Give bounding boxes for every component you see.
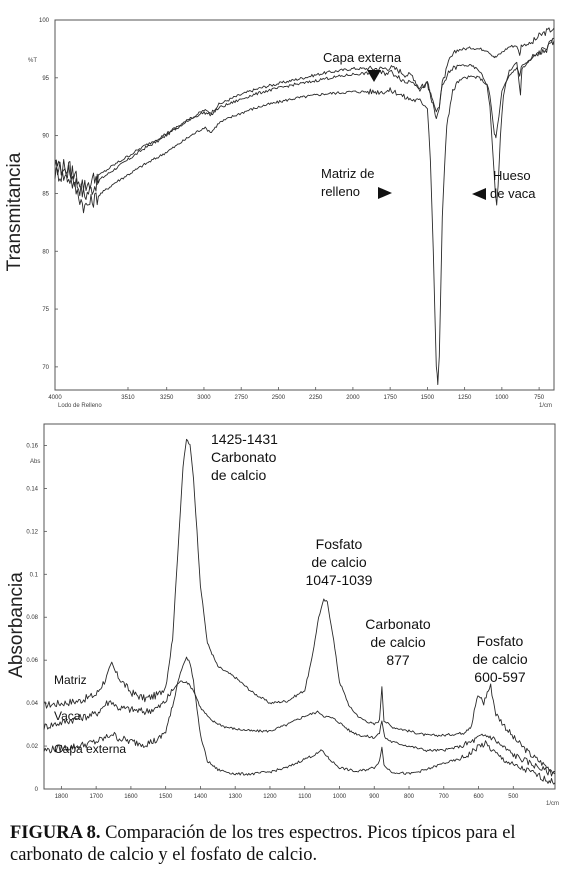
transmittance-plot-frame bbox=[54, 19, 555, 391]
y-tick-label: 100 bbox=[39, 18, 50, 24]
absorbance-y-ticks: 0.16 0.14 0.12 0.1 0.08 0.06 0.04 0.02 0 bbox=[26, 443, 47, 793]
transmittance-y-ticks: 100 95 90 85 80 75 70 bbox=[39, 18, 58, 371]
x-tick-label: 1800 bbox=[55, 794, 69, 800]
x-tick-label: 3000 bbox=[197, 395, 211, 401]
x-tick-label: 1300 bbox=[229, 794, 243, 800]
x-tick-label: 1200 bbox=[263, 794, 277, 800]
peak-fosfato-600-line2: de calcio bbox=[472, 651, 527, 667]
y-tick-label: 0 bbox=[35, 787, 39, 793]
annotation-matriz-relleno-line1: Matriz de bbox=[321, 166, 374, 181]
peak-fosfato-1047-line2: de calcio bbox=[311, 554, 366, 570]
transmittance-y-unit: %T bbox=[28, 58, 37, 64]
y-tick-label: 0.02 bbox=[26, 744, 38, 750]
absorbance-series bbox=[43, 438, 556, 785]
peak-carbonato-877-line1: Carbonato bbox=[365, 616, 431, 632]
x-tick-label: 600 bbox=[474, 794, 485, 800]
x-tick-label: 1000 bbox=[333, 794, 347, 800]
x-tick-label: 2000 bbox=[346, 395, 360, 401]
peak-carbonato-1425-line2: Carbonato bbox=[211, 449, 277, 465]
annotation-hueso-vaca-line2: de vaca bbox=[490, 186, 536, 201]
x-tick-label: 1100 bbox=[298, 794, 312, 800]
annotation-capa-externa: Capa externa bbox=[323, 50, 402, 65]
transmittance-y-axis-label: Transmitancia bbox=[4, 152, 25, 271]
arrow-capa-externa bbox=[367, 70, 381, 82]
y-tick-label: 95 bbox=[42, 76, 49, 82]
x-tick-label: 750 bbox=[534, 395, 545, 401]
absorbance-x-ticks: 1800 1700 1600 1500 1400 1300 1200 1100 1000 900 8… bbox=[55, 786, 519, 800]
transmittance-x-ticks: 4000 3510 3250 3000 2750 2500 2250 2000 1750 1500… bbox=[48, 387, 545, 401]
absorbance-plot-frame bbox=[43, 423, 556, 790]
x-tick-label: 2750 bbox=[235, 395, 249, 401]
x-tick-label: 3510 bbox=[121, 395, 135, 401]
caption-text: Comparación de los tres espectros. Picos… bbox=[10, 823, 516, 865]
transmittance-series bbox=[54, 27, 555, 386]
annotation-matriz-relleno-line2: relleno bbox=[321, 184, 360, 199]
x-tick-label: 3250 bbox=[160, 395, 174, 401]
x-tick-label: 1600 bbox=[124, 794, 138, 800]
y-tick-label: 0.1 bbox=[30, 572, 39, 578]
y-tick-label: 70 bbox=[42, 365, 49, 371]
peak-fosfato-1047-line3: 1047-1039 bbox=[306, 572, 373, 588]
y-tick-label: 80 bbox=[42, 249, 49, 255]
series-label-matriz: Matriz bbox=[54, 673, 87, 687]
series-label-vaca: Vaca bbox=[54, 709, 81, 723]
arrow-hueso-vaca bbox=[472, 188, 486, 200]
x-tick-label: 1750 bbox=[383, 395, 397, 401]
x-tick-label: 1000 bbox=[495, 395, 509, 401]
y-tick-label: 75 bbox=[42, 307, 49, 313]
series-label-capa-externa: Capa externa bbox=[54, 742, 126, 756]
y-tick-label: 0.14 bbox=[26, 486, 38, 492]
series-line-matriz-de-relleno bbox=[54, 39, 555, 386]
x-tick-label: 1250 bbox=[458, 395, 472, 401]
peak-carbonato-1425-line1: 1425-1431 bbox=[211, 431, 278, 447]
series-line-hueso-de-vaca bbox=[54, 37, 555, 206]
series-line-vaca bbox=[43, 680, 556, 777]
y-tick-label: 90 bbox=[42, 134, 49, 140]
series-line-capa-externa bbox=[55, 27, 555, 200]
x-tick-label: 900 bbox=[369, 794, 380, 800]
x-tick-label: 700 bbox=[439, 794, 450, 800]
peak-fosfato-1047-line1: Fosfato bbox=[316, 536, 363, 552]
y-tick-label: 0.08 bbox=[26, 615, 38, 621]
x-tick-label: 500 bbox=[508, 794, 519, 800]
y-tick-label: 0.12 bbox=[26, 529, 38, 535]
x-tick-label: 1700 bbox=[89, 794, 103, 800]
x-tick-label: 2250 bbox=[309, 395, 323, 401]
y-tick-label: 0.16 bbox=[26, 443, 38, 449]
y-tick-label: 85 bbox=[42, 191, 49, 197]
x-tick-label: 2500 bbox=[272, 395, 286, 401]
y-tick-label: 0.04 bbox=[26, 701, 38, 707]
peak-carbonato-1425-line3: de calcio bbox=[211, 467, 266, 483]
figure-caption: FIGURA 8. Comparación de los tres espect… bbox=[10, 822, 568, 866]
x-tick-label: 4000 bbox=[48, 395, 62, 401]
absorbance-x-unit: 1/cm bbox=[546, 801, 559, 807]
x-tick-label: 1500 bbox=[421, 395, 435, 401]
annotation-hueso-vaca-line1: Hueso bbox=[493, 168, 531, 183]
x-tick-label: 1500 bbox=[159, 794, 173, 800]
x-tick-label: 800 bbox=[404, 794, 415, 800]
absorbance-y-axis-label: Absorbancia bbox=[6, 572, 27, 678]
x-tick-label: 1400 bbox=[194, 794, 208, 800]
caption-label: FIGURA 8. bbox=[10, 823, 101, 843]
transmittance-footer-label: Lodo de Relleno bbox=[58, 403, 102, 409]
arrow-matriz-relleno bbox=[378, 187, 392, 199]
series-line-matriz bbox=[43, 438, 556, 774]
y-tick-label: 0.06 bbox=[26, 658, 38, 664]
transmittance-panel: Transmitancia %T 1/cm Lodo de Relleno 10… bbox=[4, 18, 555, 409]
peak-carbonato-877-line3: 877 bbox=[386, 652, 410, 668]
series-line-capa-externa bbox=[43, 656, 556, 785]
absorbance-y-unit: Abs bbox=[30, 459, 40, 465]
peak-carbonato-877-line2: de calcio bbox=[370, 634, 425, 650]
absorbance-panel: Absorbancia Abs 1/cm 0.16 0.14 0.12 0.1 0.08… bbox=[6, 423, 559, 807]
transmittance-x-unit: 1/cm bbox=[539, 403, 552, 409]
peak-fosfato-600-line3: 600-597 bbox=[474, 669, 526, 685]
peak-fosfato-600-line1: Fosfato bbox=[477, 633, 524, 649]
